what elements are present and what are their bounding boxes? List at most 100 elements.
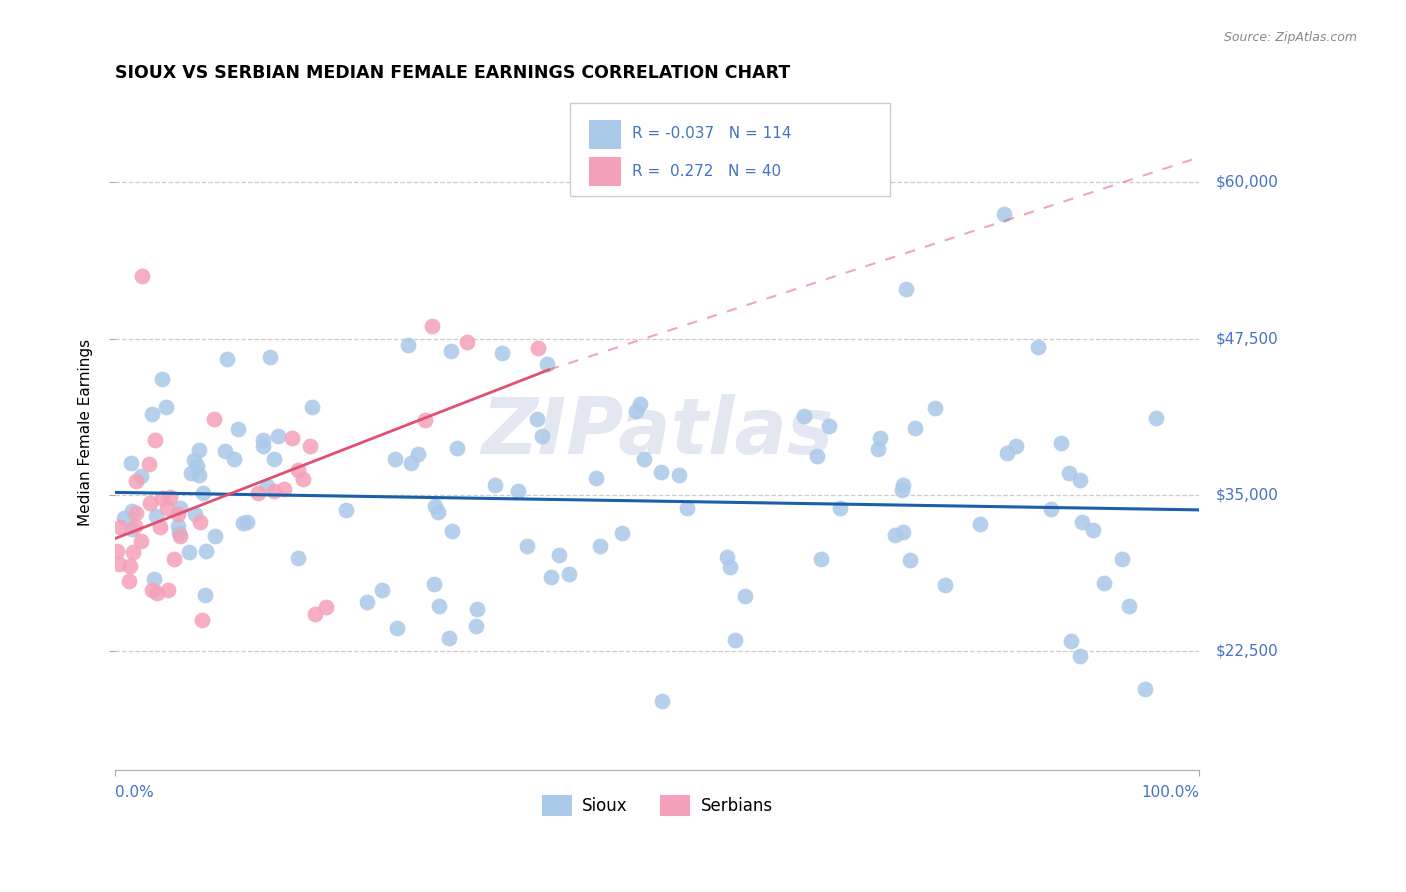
Point: [129, 533, 152, 548]
Point: [141, 583, 163, 598]
Point: [371, 583, 394, 598]
Point: [508, 484, 530, 499]
Point: [146, 585, 169, 599]
Point: [259, 350, 281, 364]
Point: [406, 446, 429, 460]
Point: [108, 520, 131, 534]
Point: [188, 443, 211, 458]
Point: [793, 409, 815, 424]
Point: [1069, 473, 1091, 487]
Point: [143, 434, 166, 448]
Point: [226, 422, 249, 436]
Point: [256, 479, 278, 493]
Point: [155, 400, 177, 414]
Point: [252, 439, 274, 453]
Point: [145, 508, 167, 523]
Point: [156, 500, 179, 515]
Point: [169, 501, 191, 516]
Point: [190, 613, 212, 627]
Point: [184, 507, 207, 521]
Point: [716, 549, 738, 564]
Bar: [589, 120, 621, 149]
Point: [628, 397, 651, 411]
Point: [187, 468, 209, 483]
Text: $60,000: $60,000: [1216, 175, 1278, 190]
Point: [423, 499, 446, 513]
Point: [139, 496, 162, 510]
Point: [301, 400, 323, 414]
Point: [413, 413, 436, 427]
Point: [934, 578, 956, 592]
Point: [650, 466, 672, 480]
Point: [121, 504, 143, 518]
Point: [252, 434, 274, 448]
Point: [222, 452, 245, 467]
Point: [526, 412, 548, 426]
Point: [138, 457, 160, 471]
Point: [263, 451, 285, 466]
Point: [356, 595, 378, 609]
Text: $35,000: $35,000: [1216, 487, 1278, 502]
Point: [246, 485, 269, 500]
Point: [162, 551, 184, 566]
Point: [810, 552, 832, 566]
Point: [420, 319, 443, 334]
Point: [969, 517, 991, 532]
Point: [1083, 523, 1105, 537]
Point: [1040, 501, 1063, 516]
Point: [204, 529, 226, 543]
Point: [530, 429, 553, 443]
Point: [440, 524, 463, 538]
Point: [167, 507, 190, 521]
Text: R = -0.037   N = 114: R = -0.037 N = 114: [633, 127, 792, 141]
Point: [1050, 435, 1073, 450]
Text: 0.0%: 0.0%: [115, 785, 153, 800]
Point: [118, 574, 141, 588]
Point: [385, 621, 408, 635]
Point: [232, 516, 254, 530]
Point: [167, 525, 190, 540]
Legend: Sioux, Serbians: Sioux, Serbians: [534, 789, 779, 822]
Point: [169, 529, 191, 543]
Point: [191, 485, 214, 500]
Point: [112, 511, 135, 525]
Point: [891, 477, 914, 491]
Point: [335, 503, 357, 517]
FancyBboxPatch shape: [571, 103, 890, 196]
Point: [995, 446, 1018, 460]
Bar: [589, 157, 621, 186]
Text: $22,500: $22,500: [1216, 644, 1278, 658]
Point: [724, 632, 747, 647]
Text: ZIPatlas: ZIPatlas: [481, 394, 834, 470]
Point: [426, 505, 449, 519]
Text: 100.0%: 100.0%: [1142, 785, 1199, 800]
Point: [439, 631, 461, 645]
Point: [491, 345, 513, 359]
Point: [1026, 340, 1049, 354]
Point: [166, 518, 188, 533]
Point: [516, 539, 538, 553]
Point: [1111, 552, 1133, 566]
Point: [866, 442, 889, 456]
Point: [214, 443, 236, 458]
Point: [423, 577, 446, 591]
Point: [1133, 681, 1156, 696]
Point: [287, 463, 309, 477]
Point: [818, 418, 841, 433]
Point: [141, 407, 163, 421]
Point: [668, 467, 690, 482]
Point: [125, 506, 148, 520]
Point: [806, 449, 828, 463]
Point: [396, 338, 419, 352]
Point: [384, 452, 406, 467]
Text: R =  0.272   N = 40: R = 0.272 N = 40: [633, 163, 782, 178]
Point: [152, 372, 174, 386]
Point: [828, 500, 851, 515]
Point: [585, 471, 607, 485]
Point: [273, 483, 295, 497]
Point: [465, 601, 488, 615]
Point: [194, 588, 217, 602]
Point: [149, 520, 172, 534]
Point: [1004, 439, 1026, 453]
Point: [121, 522, 143, 536]
